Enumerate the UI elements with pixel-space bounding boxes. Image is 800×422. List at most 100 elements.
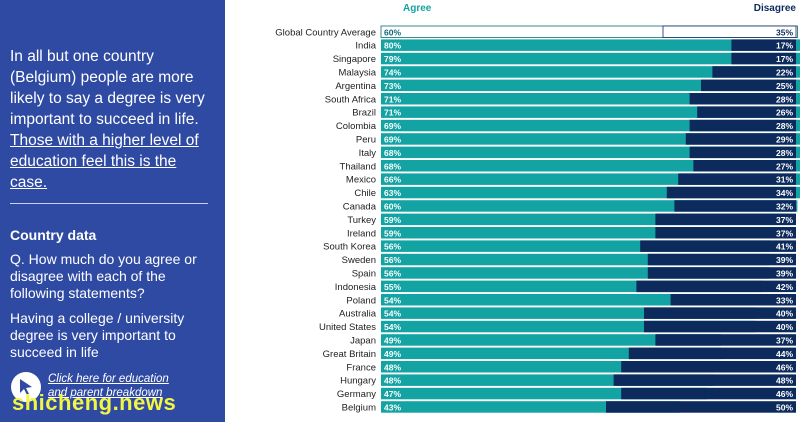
agree-value-label: 80% [384, 41, 401, 51]
disagree-bar [666, 186, 796, 199]
agree-value-label: 60% [384, 27, 401, 37]
disagree-bar [689, 146, 796, 159]
sidebar: In all but one country (Belgium) people … [0, 0, 225, 422]
disagree-value-label: 28% [776, 148, 793, 158]
category-label: Global Country Average [275, 27, 376, 38]
category-label: United States [319, 322, 376, 333]
agree-bar [381, 146, 800, 159]
disagree-bar [644, 320, 796, 333]
disagree-value-label: 28% [776, 94, 793, 104]
disagree-bar [613, 374, 796, 386]
intro-text: In all but one country (Belgium) people … [10, 46, 215, 193]
disagree-bar [621, 387, 796, 400]
agree-value-label: 73% [384, 81, 401, 91]
agree-value-label: 48% [384, 362, 401, 372]
category-label: Ireland [347, 228, 376, 239]
agree-value-label: 59% [384, 228, 401, 238]
agree-value-label: 60% [384, 201, 401, 211]
disagree-bar [701, 79, 796, 92]
agree-bar [381, 79, 800, 92]
sidebar-divider [10, 203, 208, 204]
agree-bar [381, 320, 756, 333]
agree-bar [381, 52, 800, 65]
section-title: Country data [10, 227, 97, 243]
agree-value-label: 71% [384, 108, 401, 118]
agree-bar [381, 173, 800, 185]
agree-header: Agree [403, 3, 432, 14]
agree-bar [381, 401, 680, 413]
agree-value-label: 68% [384, 161, 401, 171]
agree-bar [381, 387, 708, 400]
disagree-value-label: 40% [776, 322, 793, 332]
disagree-value-label: 41% [776, 242, 793, 252]
disagree-bar [628, 347, 796, 360]
category-label: Sweden [342, 255, 376, 266]
disagree-value-label: 44% [776, 349, 793, 359]
disagree-value-label: 17% [776, 54, 793, 64]
agree-value-label: 47% [384, 389, 401, 399]
disagree-bar [606, 401, 796, 413]
category-label: India [355, 41, 376, 52]
disagree-bar [670, 294, 796, 306]
agree-bar [381, 253, 770, 266]
agree-bar [381, 93, 800, 105]
disagree-bar [712, 66, 796, 78]
disagree-value-label: 50% [776, 402, 793, 412]
disagree-value-label: 17% [776, 41, 793, 51]
category-label: Thailand [340, 161, 376, 172]
disagree-value-label: 31% [776, 175, 793, 185]
disagree-value-label: 29% [776, 134, 793, 144]
agree-bar [381, 240, 770, 252]
agree-value-label: 55% [384, 282, 401, 292]
disagree-value-label: 25% [776, 81, 793, 91]
disagree-bar [655, 227, 796, 239]
disagree-value-label: 34% [776, 188, 793, 198]
disagree-header: Disagree [754, 3, 797, 14]
category-label: Australia [339, 309, 377, 320]
statement-text: Having a college / university degree is … [10, 310, 185, 360]
disagree-value-label: 37% [776, 228, 793, 238]
agree-bar [381, 334, 722, 346]
category-label: France [346, 362, 376, 373]
agree-value-label: 79% [384, 54, 401, 64]
cursor-icon[interactable] [11, 372, 41, 402]
disagree-value-label: 40% [776, 309, 793, 319]
category-label: Poland [346, 295, 376, 306]
category-label: Germany [337, 389, 376, 400]
agree-bar [381, 39, 800, 51]
disagree-bar [697, 106, 796, 118]
diverging-bar-chart: Agree Disagree Global Country Average 60% 35… [275, 3, 800, 413]
disagree-value-label: 32% [776, 201, 793, 211]
intro-statement: In all but one country (Belgium) people … [10, 48, 205, 128]
disagree-bar [731, 52, 796, 65]
agree-bar [381, 200, 798, 212]
agree-value-label: 56% [384, 242, 401, 252]
category-label: Spain [352, 268, 376, 279]
agree-value-label: 68% [384, 148, 401, 158]
agree-bar [380, 25, 798, 38]
agree-value-label: 56% [384, 268, 401, 278]
education-breakdown-link[interactable]: Click here for education and parent brea… [48, 373, 169, 399]
agree-bar [381, 186, 800, 199]
agree-bar [381, 119, 800, 132]
disagree-value-label: 37% [776, 215, 793, 225]
disagree-bar [693, 160, 796, 172]
disagree-value-label: 26% [776, 108, 793, 118]
agree-bar [381, 106, 800, 118]
disagree-bar [647, 267, 796, 279]
category-label: Argentina [335, 81, 376, 92]
agree-value-label: 71% [384, 94, 401, 104]
disagree-bar [685, 133, 796, 145]
disagree-value-label: 22% [776, 67, 793, 77]
agree-value-label: 48% [384, 376, 401, 386]
category-label: Colombia [336, 121, 377, 132]
agree-bar [381, 133, 800, 145]
category-label: Brazil [352, 108, 376, 119]
category-label: Indonesia [335, 282, 377, 293]
agree-bar [381, 280, 763, 293]
disagree-bar [731, 39, 796, 51]
agree-bar [381, 227, 791, 239]
agree-value-label: 54% [384, 295, 401, 305]
agree-value-label: 69% [384, 121, 401, 131]
category-label: South Africa [325, 94, 377, 105]
